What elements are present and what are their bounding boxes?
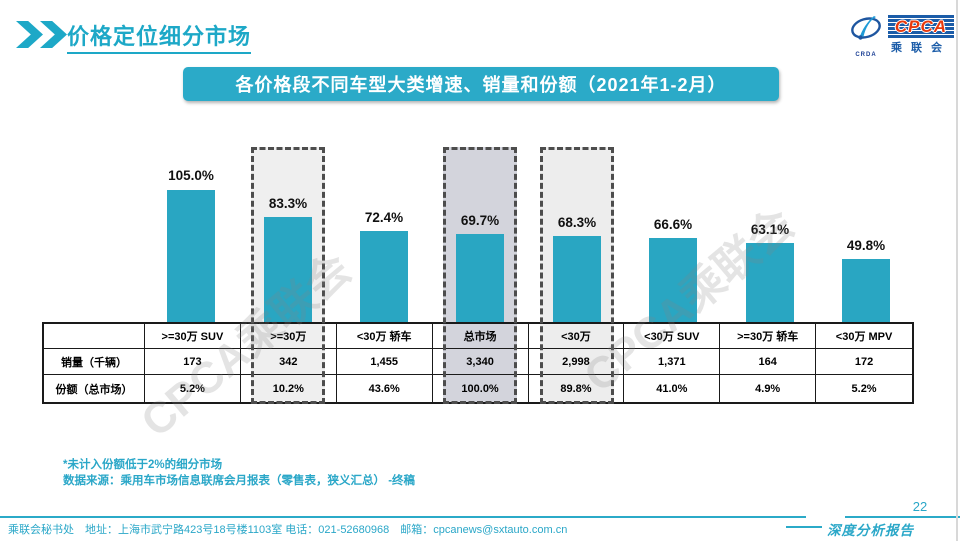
table-cell: 100.0% bbox=[433, 375, 529, 402]
bar bbox=[264, 217, 312, 322]
table-cell: 41.0% bbox=[624, 375, 721, 402]
table-col-header: >=30万 轿车 bbox=[720, 324, 817, 349]
table-col-header: 总市场 bbox=[432, 324, 529, 349]
cpca-logo-icon: CRDA bbox=[847, 15, 885, 58]
table-col-header: >=30万 bbox=[240, 324, 337, 349]
table-cell: 5.2% bbox=[851, 382, 877, 395]
cpca-text: CPCA bbox=[894, 16, 948, 36]
table-col-header: <30万 bbox=[528, 324, 625, 349]
table-row-header: 销量（千辆） bbox=[44, 349, 145, 375]
cpca-cn-name: 乘联会 bbox=[891, 42, 951, 54]
bar bbox=[167, 190, 215, 322]
table-cell: 5.2% bbox=[145, 375, 241, 402]
footnote-line: *未计入份额低于2%的细分市场 bbox=[63, 459, 223, 471]
slide-right-edge bbox=[956, 0, 958, 541]
table-cell: 43.6% bbox=[337, 375, 433, 402]
footnote-line: 数据来源：乘用车市场信息联席会月报表（零售表，狭义汇总） -终稿 bbox=[63, 475, 416, 487]
bar-value-label: 63.1% bbox=[750, 222, 790, 237]
bar-value-label: 83.3% bbox=[268, 196, 308, 211]
chevron-right-icon bbox=[40, 21, 67, 48]
page-number: 22 bbox=[912, 499, 928, 514]
table-cell: 342 bbox=[240, 349, 337, 375]
bar bbox=[842, 259, 890, 322]
table-corner-cell bbox=[44, 324, 145, 349]
bar bbox=[456, 234, 504, 322]
bar-value-label: 68.3% bbox=[557, 215, 597, 230]
footnotes: *未计入份额低于2%的细分市场 数据来源：乘用车市场信息联席会月报表（零售表，狭… bbox=[63, 457, 415, 489]
table-cell: 1,371 bbox=[624, 349, 721, 375]
table-cell: 173 bbox=[145, 349, 241, 375]
logo-caption: CRDA bbox=[855, 52, 877, 58]
footer-contact: 乘联会秘书处 地址：上海市武宁路423号18号楼1103室 电话：021-526… bbox=[8, 524, 568, 536]
table-cell: 3,340 bbox=[432, 349, 529, 375]
footer-divider bbox=[0, 516, 806, 518]
cpca-stripes: CPCA bbox=[888, 15, 954, 38]
bar-value-label: 66.6% bbox=[653, 217, 693, 232]
table-row-header: 份额（总市场） bbox=[44, 375, 145, 402]
page-title: 价格定位细分市场 bbox=[67, 19, 252, 54]
table-col-header: <30万 SUV bbox=[624, 324, 721, 349]
bar-value-label: 69.7% bbox=[460, 213, 500, 228]
bar-value-label: 105.0% bbox=[168, 168, 214, 183]
bar bbox=[746, 243, 794, 322]
cpca-logo: CRDA CPCA 乘联会 bbox=[847, 15, 954, 58]
table-col-header: <30万 轿车 bbox=[336, 324, 433, 349]
report-label: 深度分析报告 bbox=[827, 523, 914, 538]
table-cell: 172 bbox=[816, 349, 912, 375]
page-number-line bbox=[845, 516, 960, 518]
bar bbox=[360, 231, 408, 322]
bar-value-label: 72.4% bbox=[364, 210, 404, 225]
table-cell: 10.2% bbox=[241, 375, 337, 402]
cpca-logo-text-block: CPCA 乘联会 bbox=[888, 15, 954, 55]
report-label-line bbox=[786, 526, 822, 528]
table-col-header: >=30万 SUV bbox=[145, 324, 241, 349]
chevron-right-icon bbox=[16, 21, 43, 48]
bar bbox=[649, 238, 697, 322]
table-cell: 4.9% bbox=[720, 375, 817, 402]
data-table: >=30万 SUV >=30万 <30万 轿车 总市场 <30万 <30万 SU… bbox=[42, 322, 914, 404]
table-cell: 164 bbox=[720, 349, 817, 375]
table-cell: 2,998 bbox=[528, 349, 625, 375]
table-cell: 1,455 bbox=[336, 349, 433, 375]
table-col-header: <30万 MPV bbox=[816, 324, 912, 349]
bar bbox=[553, 236, 601, 322]
table-cell: 89.8% bbox=[529, 375, 625, 402]
bar-value-label: 49.8% bbox=[846, 238, 886, 253]
chart-title-banner: 各价格段不同车型大类增速、销量和份额（2021年1-2月） bbox=[183, 67, 779, 101]
